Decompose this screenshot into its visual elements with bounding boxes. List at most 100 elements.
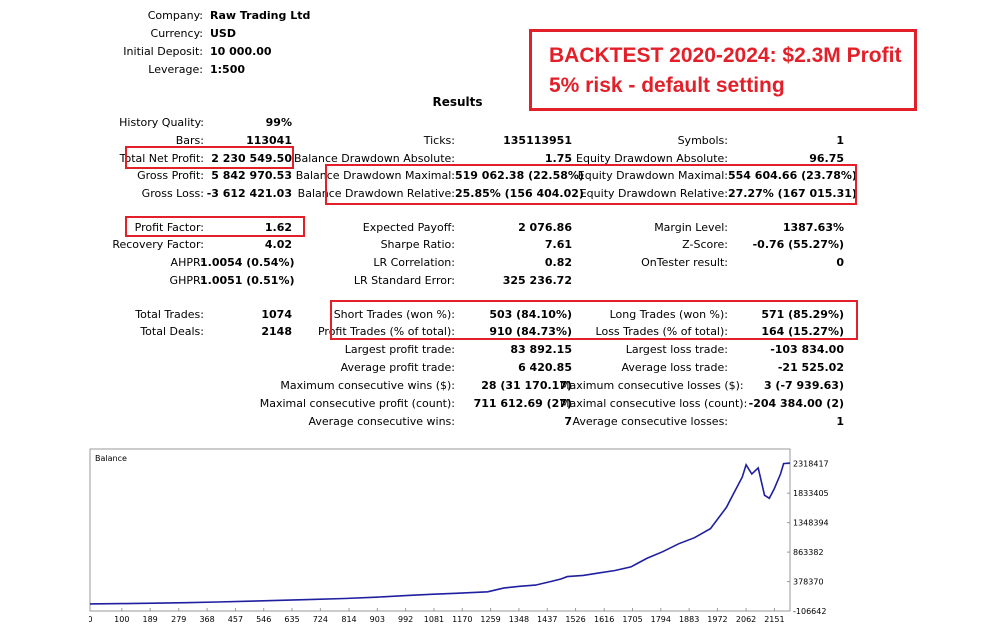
total-deals-label: Total Deals: bbox=[140, 325, 204, 338]
chart-title: Balance bbox=[95, 454, 127, 463]
gross-loss-label: Gross Loss: bbox=[141, 187, 204, 200]
x-tick-label: 1616 bbox=[594, 615, 614, 624]
total-deals-value: 2148 bbox=[261, 325, 292, 338]
z-score-label: Z-Score: bbox=[682, 238, 728, 251]
maximal-consecutive-profit-value: 711 612.69 (27) bbox=[473, 397, 572, 410]
ticks-value: 135113951 bbox=[503, 134, 572, 147]
y-tick-label: 378370 bbox=[793, 578, 824, 587]
average-loss-trade-label: Average loss trade: bbox=[621, 361, 728, 374]
balance-series-line bbox=[89, 462, 791, 605]
total-net-profit-value: 2 230 549.50 bbox=[211, 152, 292, 165]
recovery-factor-value: 4.02 bbox=[264, 238, 292, 251]
results-title: Results bbox=[432, 95, 483, 109]
company-value: Raw Trading Ltd bbox=[210, 9, 311, 22]
banner-line-2: 5% risk - default setting bbox=[549, 74, 785, 97]
balance-dd-relative-value: 25.85% (156 404.02) bbox=[455, 187, 584, 200]
balance-dd-relative-label: Balance Drawdown Relative: bbox=[297, 187, 455, 200]
highlight-net-profit bbox=[125, 146, 294, 169]
chart-plot-area bbox=[89, 448, 791, 612]
ahpr-label: AHPR: bbox=[170, 256, 204, 269]
expected-payoff-value: 2 076.86 bbox=[518, 221, 572, 234]
x-tick-label: 0 bbox=[89, 615, 93, 624]
ghpr-value: 1.0051 (0.51%) bbox=[200, 274, 295, 287]
x-tick-label: 1259 bbox=[480, 615, 500, 624]
average-profit-trade-value: 6 420.85 bbox=[518, 361, 572, 374]
equity-dd-absolute-value: 96.75 bbox=[809, 152, 844, 165]
leverage-label: Leverage: bbox=[148, 63, 203, 76]
chart-grid bbox=[89, 463, 790, 612]
currency-label: Currency: bbox=[150, 27, 203, 40]
maximal-consecutive-loss-label: Maximal consecutive loss (count): bbox=[560, 397, 748, 410]
y-tick-label: 1833405 bbox=[793, 489, 829, 498]
x-tick-label: 1170 bbox=[452, 615, 472, 624]
ticks-label: Ticks: bbox=[423, 134, 455, 147]
average-consecutive-losses-value: 1 bbox=[836, 415, 844, 428]
equity-dd-relative-label: Equity Drawdown Relative: bbox=[579, 187, 728, 200]
ahpr-value: 1.0054 (0.54%) bbox=[200, 256, 295, 269]
backtest-banner: BACKTEST 2020-2024: $2.3M Profit 5% risk… bbox=[529, 29, 917, 111]
balance-chart: Balance 2318417 1833405 1348394 863382 37837… bbox=[89, 448, 829, 624]
x-tick-label: 457 bbox=[228, 615, 243, 624]
lr-correlation-label: LR Correlation: bbox=[373, 256, 455, 269]
x-tick-label: 814 bbox=[341, 615, 356, 624]
highlight-drawdown bbox=[325, 164, 857, 205]
y-tick-label: 2318417 bbox=[793, 460, 829, 469]
balance-dd-maximal-value: 519 062.38 (22.58%) bbox=[455, 169, 584, 182]
loss-trades-value: 164 (15.27%) bbox=[761, 325, 844, 338]
short-trades-value: 503 (84.10%) bbox=[489, 308, 572, 321]
highlight-trades bbox=[330, 300, 858, 340]
average-loss-trade-value: -21 525.02 bbox=[777, 361, 844, 374]
x-tick-label: 1883 bbox=[679, 615, 699, 624]
recovery-factor-label: Recovery Factor: bbox=[112, 238, 204, 251]
chart-y-axis: 2318417 1833405 1348394 863382 378370 -106642 bbox=[793, 460, 829, 616]
x-tick-label: 189 bbox=[142, 615, 157, 624]
maximal-consecutive-profit-label: Maximal consecutive profit (count): bbox=[259, 397, 455, 410]
equity-dd-relative-value: 27.27% (167 015.31) bbox=[728, 187, 857, 200]
x-tick-label: 724 bbox=[313, 615, 328, 624]
x-tick-label: 279 bbox=[171, 615, 186, 624]
x-tick-label: 635 bbox=[284, 615, 299, 624]
gross-loss-value: -3 612 421.03 bbox=[206, 187, 292, 200]
max-consecutive-losses-value: 3 (-7 939.63) bbox=[763, 379, 844, 392]
highlight-profit-factor bbox=[125, 216, 305, 237]
largest-loss-trade-value: -103 834.00 bbox=[770, 343, 844, 356]
z-score-value: -0.76 (55.27%) bbox=[752, 238, 844, 251]
profit-factor-label: Profit Factor: bbox=[134, 221, 204, 234]
balance-dd-absolute-value: 1.75 bbox=[544, 152, 572, 165]
long-trades-value: 571 (85.29%) bbox=[761, 308, 844, 321]
margin-level-label: Margin Level: bbox=[654, 221, 728, 234]
profit-trades-value: 910 (84.73%) bbox=[489, 325, 572, 338]
x-tick-label: 1972 bbox=[707, 615, 727, 624]
max-consecutive-losses-label: Maximum consecutive losses ($): bbox=[560, 379, 744, 392]
x-tick-label: 992 bbox=[398, 615, 413, 624]
ghpr-label: GHPR: bbox=[169, 274, 204, 287]
largest-profit-trade-value: 83 892.15 bbox=[510, 343, 572, 356]
max-consecutive-wins-value: 28 (31 170.17) bbox=[481, 379, 572, 392]
gross-profit-value: 5 842 970.53 bbox=[211, 169, 292, 182]
total-trades-label: Total Trades: bbox=[135, 308, 204, 321]
bars-label: Bars: bbox=[175, 134, 204, 147]
max-consecutive-wins-label: Maximum consecutive wins ($): bbox=[280, 379, 455, 392]
x-tick-label: 368 bbox=[199, 615, 214, 624]
equity-dd-maximal-value: 554 604.66 (23.78%) bbox=[728, 169, 857, 182]
average-consecutive-wins-label: Average consecutive wins: bbox=[308, 415, 455, 428]
maximal-consecutive-loss-value: -204 384.00 (2) bbox=[748, 397, 844, 410]
currency-value: USD bbox=[210, 27, 236, 40]
balance-dd-maximal-label: Balance Drawdown Maximal: bbox=[295, 169, 455, 182]
ontester-result-value: 0 bbox=[836, 256, 844, 269]
loss-trades-label: Loss Trades (% of total): bbox=[595, 325, 728, 338]
history-quality-label: History Quality: bbox=[119, 116, 204, 129]
sharpe-ratio-value: 7.61 bbox=[544, 238, 572, 251]
profit-trades-label: Profit Trades (% of total): bbox=[317, 325, 455, 338]
x-tick-label: 1348 bbox=[509, 615, 529, 624]
lr-correlation-value: 0.82 bbox=[544, 256, 572, 269]
lr-standard-error-label: LR Standard Error: bbox=[353, 274, 455, 287]
initial-deposit-value: 10 000.00 bbox=[210, 45, 272, 58]
largest-profit-trade-label: Largest profit trade: bbox=[344, 343, 455, 356]
lr-standard-error-value: 325 236.72 bbox=[502, 274, 572, 287]
initial-deposit-label: Initial Deposit: bbox=[123, 45, 203, 58]
x-tick-label: 2062 bbox=[736, 615, 756, 624]
x-tick-label: 546 bbox=[256, 615, 271, 624]
x-tick-label: 1081 bbox=[424, 615, 444, 624]
balance-dd-absolute-label: Balance Drawdown Absolute: bbox=[293, 152, 455, 165]
